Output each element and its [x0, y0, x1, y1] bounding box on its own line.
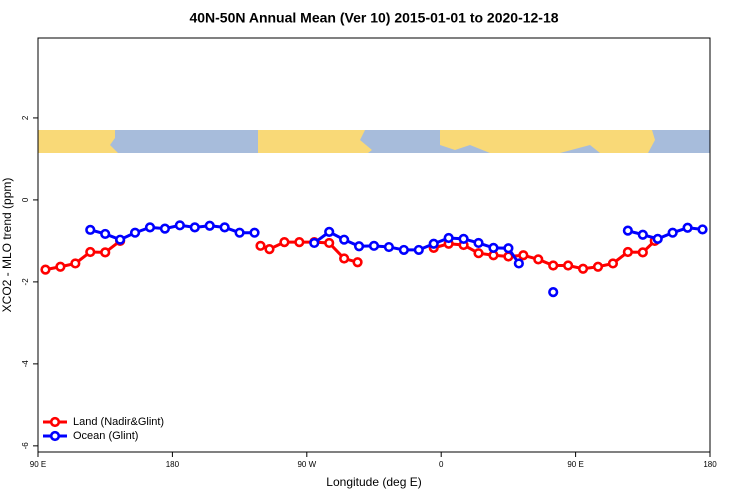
data-point [473, 248, 484, 259]
data-point [518, 250, 529, 261]
data-point [458, 233, 469, 244]
y-axis-label: XCO2 - MLO trend (ppm) [0, 178, 14, 313]
data-point [100, 247, 111, 258]
data-point [255, 240, 266, 251]
data-point [503, 243, 514, 254]
data-point [622, 225, 633, 236]
data-point [353, 241, 365, 252]
series-line [89, 223, 703, 265]
legend-marker [49, 416, 61, 428]
data-point [607, 258, 619, 269]
data-point [174, 220, 185, 231]
map-strip [38, 130, 710, 153]
data-point [637, 229, 648, 240]
legend-label: Ocean (Glint) [73, 430, 138, 442]
data-point [533, 254, 544, 265]
data-point [40, 264, 51, 275]
legend-marker [49, 430, 61, 442]
x-tick-label: 0 [439, 460, 444, 469]
data-point [577, 263, 589, 274]
data-point [234, 227, 245, 238]
data-point [637, 247, 648, 258]
data-point [159, 223, 171, 234]
data-point [488, 242, 499, 253]
data-point [697, 224, 708, 235]
data-point [324, 237, 335, 249]
x-axis-label: Longitude (deg E) [326, 475, 421, 489]
data-point [294, 237, 305, 248]
x-tick-label: 180 [166, 460, 180, 469]
data-point [85, 224, 96, 235]
data-point [115, 234, 126, 245]
data-point [513, 258, 524, 269]
data-point [383, 241, 395, 253]
data-point [70, 258, 81, 269]
plot-frame [37, 37, 711, 453]
data-point [398, 244, 409, 256]
data-point [339, 253, 350, 264]
data-point [309, 237, 320, 249]
y-tick-label: 0 [21, 197, 30, 202]
x-tick-label: 180 [703, 460, 717, 469]
data-point [324, 226, 335, 237]
data-point [473, 237, 484, 249]
data-point [352, 257, 363, 268]
y-tick-label: 2 [21, 115, 30, 120]
data-point [368, 240, 380, 251]
data-point [652, 233, 663, 244]
data-point [100, 228, 111, 240]
chart-title: 40N-50N Annual Mean (Ver 10) 2015-01-01 … [189, 10, 558, 26]
data-point [339, 234, 350, 245]
data-point [55, 261, 66, 272]
data-point [682, 222, 693, 233]
data-point [548, 260, 559, 271]
legend-label: Land (Nadir&Glint) [73, 416, 164, 428]
data-point [85, 246, 96, 258]
data-point [428, 238, 439, 249]
data-point [413, 244, 424, 256]
data-point [144, 222, 156, 233]
data-point [189, 222, 200, 233]
data-point [129, 227, 141, 238]
data-point [667, 227, 678, 238]
y-tick-label: -6 [21, 442, 30, 450]
y-tick-label: -4 [21, 360, 30, 368]
data-point [204, 220, 215, 231]
data-point [249, 227, 260, 238]
data-point [622, 246, 633, 258]
data-point [563, 260, 574, 271]
x-tick-label: 90 W [297, 460, 316, 469]
data-point [219, 222, 230, 233]
x-tick-label: 90 E [30, 460, 46, 469]
data-point [592, 261, 604, 272]
data-point [443, 232, 454, 244]
data-point [279, 237, 290, 248]
data-point [264, 243, 275, 255]
data-point [548, 287, 559, 298]
y-tick-label: -2 [21, 278, 30, 286]
x-tick-label: 90 E [567, 460, 583, 469]
